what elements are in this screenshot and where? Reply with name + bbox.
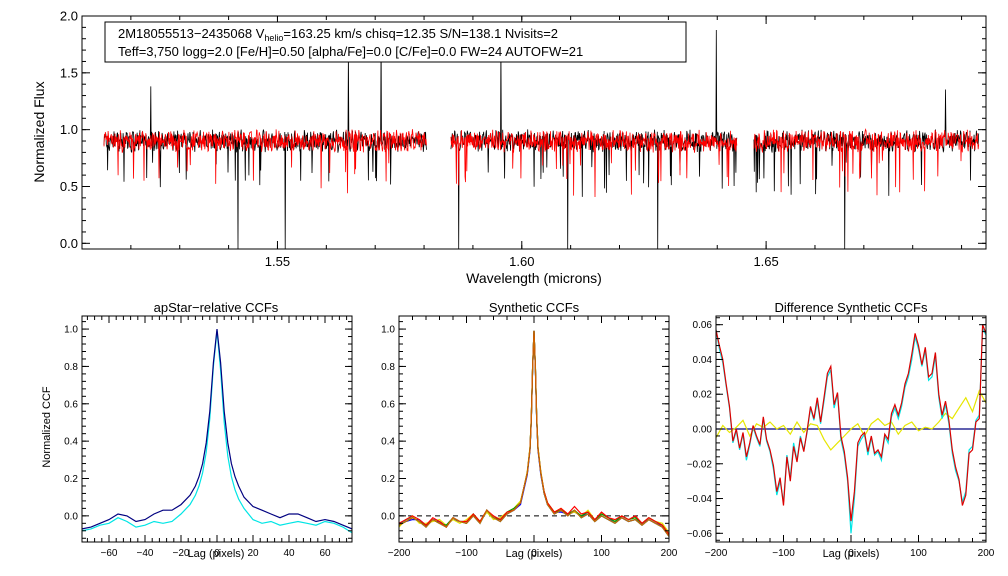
plot-area: [82, 329, 352, 534]
series-line-red: [716, 324, 986, 522]
spectrum-x-label: Wavelength (microns): [466, 270, 602, 286]
x-tick-label: 0: [214, 548, 220, 559]
y-tick-label: 0.0: [381, 511, 395, 522]
spectrum-data: [103, 29, 980, 249]
series-line-orange: [399, 330, 669, 537]
y-tick-label: 0.04: [693, 355, 713, 366]
series-line-visit-1: [82, 330, 352, 534]
y-tick-label: 1.0: [381, 325, 395, 336]
series-line-yellow: [716, 389, 986, 451]
spectrum-panel: 1.55 1.60 1.65 0.0 0.5 1.0 1.5 2.0 2M18055513−2…: [31, 9, 987, 286]
x-tick-label: −60: [101, 548, 118, 559]
plot-area: [716, 324, 986, 534]
apstar-ccf-x-label: Lag (pixels): [188, 548, 245, 560]
y-tick-label: 0.4: [64, 437, 78, 448]
spectrum-observed-chip-2: [450, 29, 738, 249]
y-tick-label: 0.02: [693, 390, 713, 401]
synthetic-ccf-panel: Synthetic CCFs −200 −100 0 100 200 0.0 0.2 0.4 0…: [381, 300, 678, 560]
apstar-ccf-panel: apStar−relative CCFs −60 −40 −20 0 20 40 60 0.0…: [41, 300, 353, 560]
info-line-1: 2M18055513−2435068 Vhelio=163.25 km/s ch…: [118, 26, 558, 43]
x-tick-label: 100: [910, 548, 927, 559]
synthetic-ccf-title: Synthetic CCFs: [489, 300, 580, 315]
spectrum-model-chip-3: [753, 128, 980, 196]
synthetic-ccf-x-label: Lag (pixels): [506, 548, 563, 560]
y-tick-label: 0.6: [64, 399, 78, 410]
plot-area: [399, 330, 669, 537]
y-tick-label: 2.0: [60, 9, 78, 24]
y-tick-label: 0.2: [381, 474, 395, 485]
apstar-ccf-title: apStar−relative CCFs: [154, 300, 279, 315]
info-line-2: Teff=3,750 logg=2.0 [Fe/H]=0.50 [alpha/F…: [118, 44, 583, 59]
synthetic-ccf-data: [399, 330, 669, 537]
series-line-blue: [399, 330, 669, 535]
x-tick-label: 20: [247, 548, 259, 559]
y-tick-label: 0.00: [693, 425, 713, 436]
spectrum-info-box: 2M18055513−2435068 Vhelio=163.25 km/s ch…: [104, 21, 687, 63]
y-tick-label: 0.06: [693, 320, 713, 331]
spectrum-model-chip-1: [103, 129, 427, 194]
y-tick-label: −0.06: [687, 529, 713, 540]
y-tick-label: 0.0: [64, 511, 78, 522]
x-tick-label: 200: [978, 548, 995, 559]
x-tick-label: −200: [388, 548, 411, 559]
spectrum-y-label: Normalized Flux: [31, 81, 47, 182]
x-tick-label: −20: [173, 548, 190, 559]
spectrum-observed-chip-1: [103, 35, 427, 249]
apstar-ccf-frame: [81, 315, 353, 543]
x-tick-label: −200: [705, 548, 728, 559]
y-tick-label: 1.0: [64, 325, 78, 336]
apstar-ccf-data: [82, 329, 352, 534]
y-tick-label: 0.0: [60, 236, 78, 251]
y-tick-label: 0.8: [381, 362, 395, 373]
y-tick-label: 0.8: [64, 362, 78, 373]
series-line-cyan: [399, 330, 669, 537]
y-tick-label: 1.0: [60, 122, 78, 137]
y-tick-label: 0.5: [60, 179, 78, 194]
series-line-visit-2: [82, 329, 352, 530]
difference-ccf-panel: Difference Synthetic CCFs −200 −100 0 100 20…: [687, 300, 995, 560]
spectrum-observed-chip-3: [753, 89, 980, 249]
y-tick-label: 0.4: [381, 437, 395, 448]
x-tick-label: 200: [661, 548, 678, 559]
x-tick-label: 1.55: [265, 254, 290, 269]
spectrum-plot-area: [103, 29, 980, 249]
x-tick-label: 100: [593, 548, 610, 559]
x-tick-label: −100: [772, 548, 795, 559]
difference-ccf-data: [716, 324, 986, 534]
y-tick-label: 0.2: [64, 474, 78, 485]
x-tick-label: 0: [848, 548, 854, 559]
info-box-frame: [104, 21, 687, 63]
spectrum-ticks: 1.55 1.60 1.65 0.0 0.5 1.0 1.5 2.0: [60, 9, 986, 269]
apstar-ccf-ticks: −60 −40 −20 0 20 40 60 0.0 0.2 0.4 0.6 0.8 1.0: [64, 316, 352, 559]
spectrum-model-chip-2: [450, 129, 738, 198]
x-tick-label: 0: [531, 548, 537, 559]
x-tick-label: 60: [319, 548, 331, 559]
y-tick-label: 1.5: [60, 65, 78, 80]
x-tick-label: 1.65: [753, 254, 778, 269]
y-tick-label: 0.6: [381, 399, 395, 410]
apstar-ccf-y-label: Normalized CCF: [41, 386, 53, 468]
series-line-red: [399, 330, 669, 535]
synthetic-ccf-ticks: −200 −100 0 100 200 0.0 0.2 0.4 0.6 0.8 1.0: [381, 316, 678, 559]
x-tick-label: −100: [455, 548, 478, 559]
synthetic-ccf-frame: [398, 315, 670, 543]
y-tick-label: −0.04: [687, 494, 713, 505]
series-line-black: [399, 330, 669, 537]
difference-ccf-x-label: Lag (pixels): [823, 548, 880, 560]
x-tick-label: −40: [137, 548, 154, 559]
spectrum-frame: [81, 15, 987, 250]
series-line-cyan: [716, 327, 986, 534]
difference-ccf-ticks: −200 −100 0 100 200 −0.06 −0.04 −0.02 0.00 0.02 0.…: [687, 316, 995, 559]
x-tick-label: 1.60: [509, 254, 534, 269]
y-tick-label: −0.02: [687, 459, 713, 470]
series-line-green: [399, 330, 669, 535]
difference-ccf-title: Difference Synthetic CCFs: [775, 300, 928, 315]
series-line-yellow: [399, 330, 669, 534]
x-tick-label: 40: [283, 548, 295, 559]
